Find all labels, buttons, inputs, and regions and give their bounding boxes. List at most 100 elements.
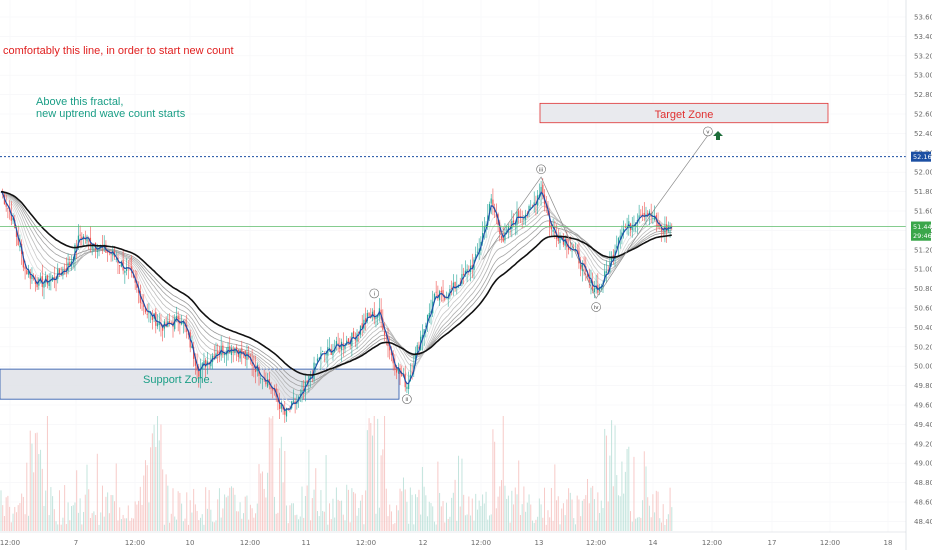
volume-bar xyxy=(291,503,293,531)
volume-bar xyxy=(638,516,640,531)
volume-bar xyxy=(430,503,432,531)
candle xyxy=(50,272,52,291)
candle xyxy=(533,191,535,213)
volume-bar xyxy=(451,497,453,531)
volume-bar xyxy=(502,416,504,531)
price-axis[interactable]: 53.6053.4053.2053.0052.8052.6052.4052.20… xyxy=(905,0,932,550)
volume-bar xyxy=(50,487,52,531)
volume-bar xyxy=(114,501,116,531)
volume-bar xyxy=(483,503,485,531)
volume-bar xyxy=(327,524,329,531)
candle-body xyxy=(499,224,501,234)
candle-body xyxy=(253,366,255,368)
volume-bar xyxy=(482,494,484,531)
candle xyxy=(428,303,430,324)
price-tick-label: 53.60 xyxy=(914,14,932,22)
price-tick-label: 50.60 xyxy=(914,305,932,313)
volume-bar xyxy=(666,519,668,531)
candle xyxy=(168,313,171,327)
candle-body xyxy=(483,226,485,232)
candle-body xyxy=(592,281,594,291)
volume-bar xyxy=(427,516,429,531)
volume-bar xyxy=(624,471,626,531)
wave-label-circle xyxy=(402,394,412,404)
candle xyxy=(564,235,566,250)
candle-body xyxy=(10,212,12,221)
candle-body xyxy=(310,376,312,379)
volume-bar xyxy=(139,486,141,531)
candle xyxy=(211,352,214,370)
volume-bar xyxy=(21,493,23,531)
volume-bar xyxy=(72,505,74,531)
volume-bar xyxy=(112,495,114,531)
volume-bar xyxy=(299,516,301,531)
candle xyxy=(590,269,592,295)
candle-body xyxy=(502,236,504,242)
volume-bar xyxy=(595,520,597,531)
candle xyxy=(332,343,334,361)
candle-body xyxy=(199,368,202,379)
candle xyxy=(330,344,332,355)
candle-body xyxy=(365,318,367,323)
candle-body xyxy=(449,289,451,296)
volume-bar xyxy=(9,506,11,531)
candle xyxy=(654,205,656,222)
volume-bar xyxy=(294,515,296,531)
volume-bar xyxy=(621,461,623,531)
candle-body xyxy=(482,232,484,242)
candle-body xyxy=(41,276,43,287)
volume-bar xyxy=(557,496,559,531)
candle-body xyxy=(119,265,121,267)
wave-label-circle xyxy=(536,164,546,175)
volume-bar xyxy=(642,500,644,531)
volume-bar xyxy=(415,494,417,531)
volume-bar xyxy=(124,518,126,531)
volume-bar xyxy=(79,498,81,531)
volume-bar xyxy=(24,514,26,531)
time-tick-label: 12:00 xyxy=(0,539,20,547)
candle-body xyxy=(31,275,33,280)
volume-bar xyxy=(361,494,363,531)
volume-bar xyxy=(325,455,327,531)
volume-bar xyxy=(389,504,391,531)
volume-bar xyxy=(647,497,649,531)
candle-body xyxy=(229,346,231,353)
volume-bar xyxy=(600,500,602,531)
volume-bar xyxy=(280,436,282,531)
candle xyxy=(353,327,355,339)
candle-body xyxy=(260,378,262,379)
candle-body xyxy=(435,291,437,293)
candle-body xyxy=(151,315,153,320)
volume-bar xyxy=(363,524,365,531)
volume-bar xyxy=(554,464,556,531)
candle xyxy=(294,397,296,414)
candle xyxy=(473,257,475,280)
volume-bar xyxy=(119,507,121,531)
candle xyxy=(43,280,45,300)
volume-bar xyxy=(372,435,374,531)
candle-body xyxy=(224,353,226,355)
volume-bar xyxy=(53,509,55,531)
candle xyxy=(119,264,121,274)
support-zone[interactable] xyxy=(0,368,400,400)
candle-body xyxy=(191,345,193,348)
volume-bar xyxy=(568,488,570,531)
price-tick-label: 51.00 xyxy=(914,266,932,274)
volume-bar xyxy=(418,489,420,531)
volume-bar xyxy=(351,488,353,531)
candle xyxy=(125,257,128,276)
candle-body xyxy=(425,325,427,328)
volume-bar xyxy=(368,418,370,531)
volume-bar xyxy=(48,515,50,531)
time-axis[interactable]: 12:00 7 12:00 10 12:00 11 12:00 12 12:00 13 12:00 1… xyxy=(0,531,906,547)
volume-bar xyxy=(287,523,289,531)
candle-body xyxy=(619,235,621,239)
candle xyxy=(279,392,281,420)
volume-bar xyxy=(3,516,5,531)
volume-bar xyxy=(454,479,456,531)
volume-bar xyxy=(129,520,131,531)
candle xyxy=(638,204,640,224)
candle xyxy=(58,267,61,277)
target-zone[interactable] xyxy=(539,102,829,124)
